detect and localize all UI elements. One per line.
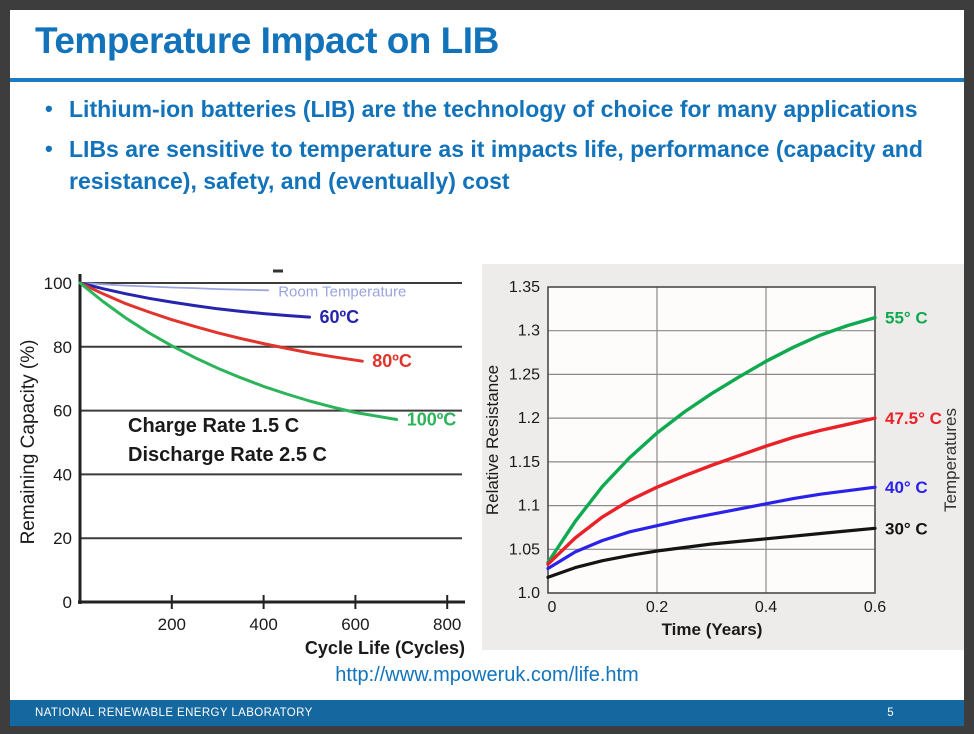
series-40-c (546, 485, 877, 571)
series-80-c (78, 281, 364, 363)
y-tick-label: 1.0 (518, 585, 540, 602)
series-label-40-c: 40° C (885, 478, 928, 497)
footer-org-label: NATIONAL RENEWABLE ENERGY LABORATORY (35, 707, 313, 719)
resistance-growth-chart-svg: 1.0 1.05 1.1 1.15 1.2 1.25 1.3 1.35 0 0.2 0.4 0.6 Ti… (482, 264, 964, 650)
series-label-47.5-c: 47.5° C (885, 409, 942, 428)
x-tick-label: 800 (433, 615, 461, 634)
y-tick-label: 40 (53, 465, 72, 484)
x-tick-label: 600 (341, 615, 369, 634)
capacity-fade-chart-svg: 0 20 40 60 80 100 200 400 600 800 Cycle Life (Cycl… (18, 269, 465, 658)
title-divider (10, 78, 964, 82)
source-link[interactable]: http://www.mpoweruk.com/life.htm (335, 664, 639, 686)
bullet-item: LIBs are sensitive to temperature as it … (40, 134, 940, 197)
series-47.5-c (546, 416, 877, 566)
bullet-item: Lithium-ion batteries (LIB) are the tech… (40, 94, 940, 125)
series-label-55-c: 55° C (885, 309, 928, 328)
y-tick-label: 1.35 (509, 279, 540, 296)
series-label-30-c: 30° C (885, 519, 928, 538)
series-55-c (546, 315, 877, 565)
page-number: 5 (887, 707, 894, 719)
x-axis-title: Time (Years) (662, 620, 763, 639)
series-60-c (78, 281, 311, 319)
y-tick-label: 1.2 (518, 410, 540, 427)
x-tick-label: 0.6 (864, 599, 886, 616)
plot-frame (547, 286, 876, 594)
y-tick-label: 60 (53, 402, 72, 421)
y-tick-label: 1.3 (518, 323, 540, 340)
series-label-room-temperature: Room Temperature (278, 283, 406, 300)
y-axis-title: Remaining Capacity (%) (18, 340, 39, 545)
right-axis-title: Temperatures (941, 408, 960, 512)
y-tick-label: 1.15 (509, 454, 540, 471)
y-tick-label: 80 (53, 338, 72, 357)
x-tick-label: 0.2 (646, 599, 668, 616)
footer-bar: NATIONAL RENEWABLE ENERGY LABORATORY 5 (10, 700, 964, 726)
page-title: Temperature Impact on LIB (35, 20, 499, 61)
x-tick-label: 400 (249, 615, 277, 634)
y-tick-label: 0 (63, 593, 72, 612)
annotation-charge-rate: Charge Rate 1.5 C (128, 415, 299, 437)
bullet-list: Lithium-ion batteries (LIB) are the tech… (40, 94, 940, 206)
bullet-text: LIBs are sensitive to temperature as it … (69, 136, 923, 194)
series-30-c (546, 526, 877, 579)
x-axis-title: Cycle Life (Cycles) (305, 638, 465, 658)
x-tick-label: 200 (158, 615, 186, 634)
annotation-discharge-rate: Discharge Rate 2.5 C (128, 444, 327, 466)
series-label-100-c: 100ºC (407, 410, 457, 430)
y-tick-label: 100 (44, 274, 72, 293)
series-room-temperature (79, 282, 270, 292)
y-tick-label: 1.25 (509, 366, 540, 383)
series-label-80-c: 80ºC (372, 351, 412, 371)
y-tick-label: 20 (53, 529, 72, 548)
series-100-c (78, 281, 399, 421)
y-axis-title: Relative Resistance (483, 365, 502, 515)
y-tick-label: 1.1 (518, 498, 540, 515)
x-tick-label: 0.4 (755, 599, 777, 616)
slide: Temperature Impact on LIB Lithium-ion ba… (10, 10, 964, 726)
x-tick-label: 0 (548, 599, 557, 616)
bullet-text: Lithium-ion batteries (LIB) are the tech… (69, 96, 918, 122)
capacity-fade-chart: 0 20 40 60 80 100 200 400 600 800 Cycle Life (Cycl… (18, 262, 480, 662)
resistance-growth-chart: 1.0 1.05 1.1 1.15 1.2 1.25 1.3 1.35 0 0.2 0.4 0.6 Ti… (482, 264, 964, 654)
y-tick-label: 1.05 (509, 541, 540, 558)
series-label-60-c: 60ºC (320, 307, 360, 327)
